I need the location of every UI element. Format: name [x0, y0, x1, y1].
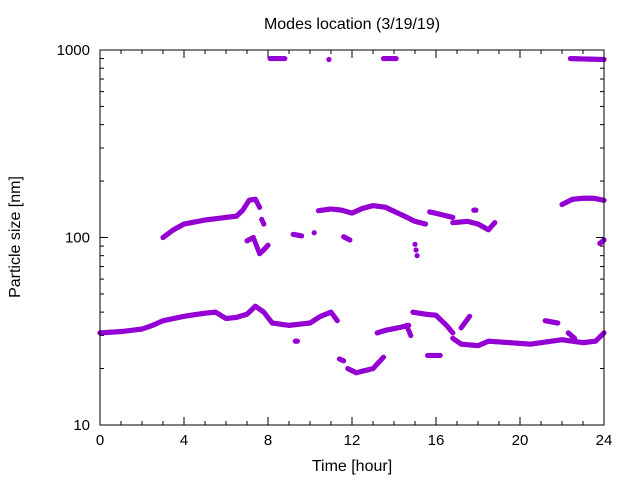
axis-ticks: 0 4 8 12 16 20 24 10 100 1000 — [57, 42, 613, 449]
x-tick-label: 0 — [96, 432, 104, 449]
chart-title: Modes location (3/19/19) — [264, 16, 440, 33]
plot-frame — [99, 49, 605, 426]
y-axis-label: Particle size [nm] — [7, 176, 24, 298]
data-point — [412, 241, 418, 247]
data-point — [299, 233, 305, 239]
data-point — [473, 207, 479, 213]
data-point — [261, 221, 267, 227]
x-tick-label: 12 — [344, 432, 361, 449]
data-point — [572, 335, 578, 341]
data-point — [408, 332, 414, 339]
data-point — [450, 330, 456, 336]
data-point — [311, 230, 317, 236]
data-point — [450, 214, 456, 220]
data-points — [97, 55, 607, 376]
data-point — [414, 253, 420, 259]
x-tick-label: 24 — [596, 432, 613, 449]
data-point — [347, 237, 353, 243]
data-point — [265, 242, 271, 248]
x-tick-label: 8 — [264, 432, 272, 449]
y-tick-label: 10 — [73, 417, 90, 434]
data-point — [294, 338, 300, 344]
x-tick-label: 4 — [180, 432, 188, 449]
data-point — [422, 221, 429, 227]
y-tick-label: 100 — [65, 230, 90, 247]
data-point — [555, 320, 561, 326]
data-point — [380, 354, 387, 360]
data-point — [282, 55, 288, 62]
x-axis-label: Time [hour] — [312, 458, 392, 475]
x-tick-label: 20 — [512, 432, 529, 449]
data-point — [257, 204, 263, 210]
data-point — [467, 313, 473, 319]
y-tick-label: 1000 — [57, 42, 90, 59]
data-point — [492, 220, 498, 226]
x-tick-label: 16 — [428, 432, 445, 449]
data-point — [326, 56, 332, 63]
data-point — [393, 55, 399, 62]
data-point — [413, 247, 419, 253]
data-point — [341, 358, 347, 364]
data-point — [437, 352, 443, 359]
data-point — [334, 318, 340, 324]
